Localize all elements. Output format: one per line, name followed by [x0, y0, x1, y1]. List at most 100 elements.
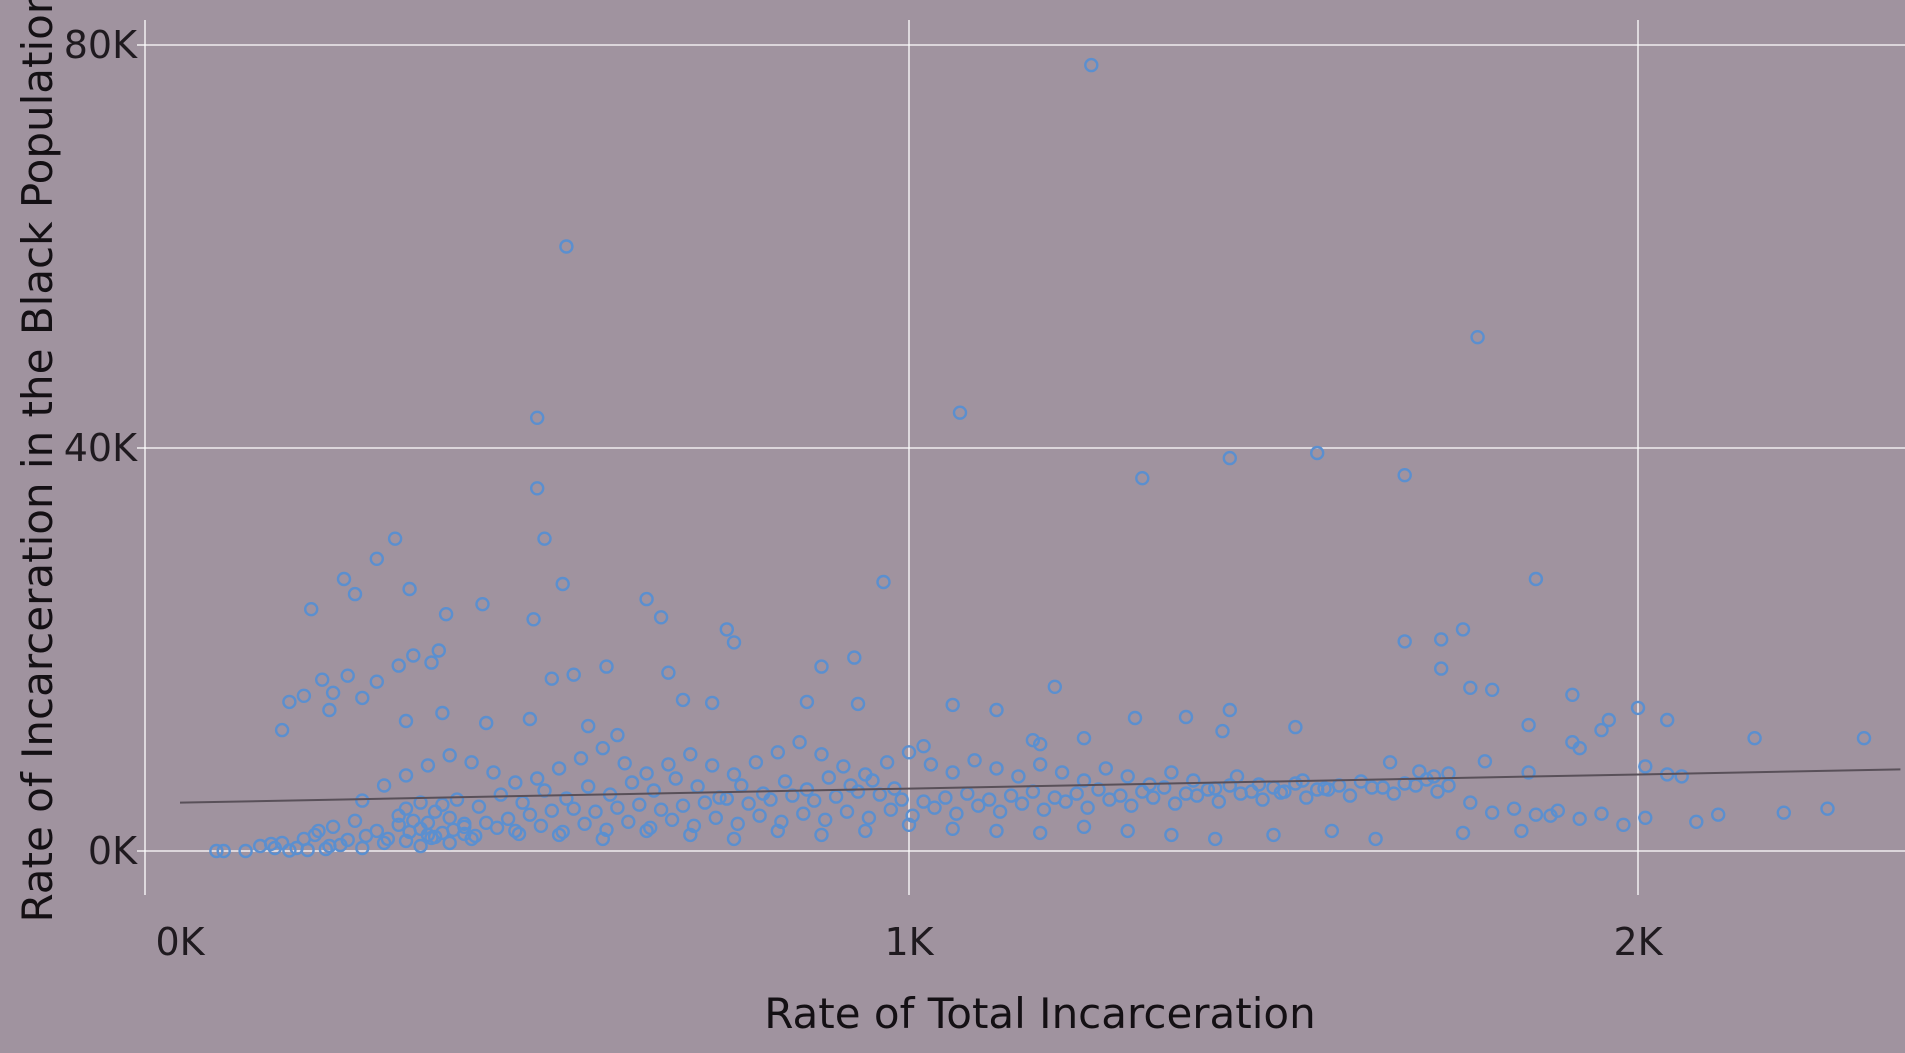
scatter-point	[1309, 445, 1325, 461]
scatter-point	[879, 755, 895, 770]
scatter-point	[1521, 717, 1536, 733]
scatter-point	[435, 797, 450, 812]
scatter-point	[923, 757, 939, 772]
scatter-point	[457, 826, 472, 842]
scatter-point	[1080, 800, 1095, 815]
scatter-point	[872, 787, 887, 802]
scatter-point	[883, 802, 898, 817]
scatter-point	[639, 766, 654, 781]
scatter-point	[406, 648, 421, 663]
scatter-point	[1120, 823, 1135, 839]
scatter-point	[1689, 814, 1704, 829]
scatter-point	[1098, 761, 1114, 776]
scatter-point	[526, 612, 541, 627]
x-tick-label: 2K	[1613, 920, 1663, 964]
scatter-point	[376, 778, 392, 793]
scatter-point	[989, 702, 1004, 718]
scatter-point	[756, 786, 771, 801]
scatter-point	[1572, 741, 1587, 756]
scatter-point	[1397, 468, 1412, 483]
scatter-point	[807, 793, 822, 808]
scatter-point	[632, 797, 647, 812]
scatter-point	[796, 806, 811, 821]
scatter-point	[1514, 823, 1529, 839]
scatter-point	[307, 827, 323, 843]
scatter-point	[573, 751, 589, 766]
scatter-point	[639, 823, 654, 839]
scatter-point	[489, 820, 505, 835]
scatter-point	[355, 690, 370, 706]
scatter-point	[304, 602, 319, 617]
scatter-point	[1484, 682, 1500, 697]
scatter-point	[486, 765, 501, 780]
scatter-point	[945, 765, 960, 780]
scatter-point	[322, 702, 337, 718]
scatter-point	[530, 771, 545, 786]
scatter-point	[479, 715, 494, 731]
scatter-point	[427, 804, 443, 819]
scatter-point	[1222, 450, 1238, 466]
scatter-point	[828, 789, 844, 804]
scatter-point	[1484, 805, 1500, 820]
scatter-point	[927, 800, 942, 815]
scatter-point	[427, 829, 443, 845]
scatter-point	[1317, 781, 1332, 796]
scatter-point	[1076, 773, 1092, 788]
scatter-point	[734, 778, 749, 793]
scatter-point	[1058, 794, 1073, 809]
scatter-point	[1032, 757, 1048, 772]
scatter-point	[1594, 806, 1609, 821]
scatter-point	[1222, 702, 1238, 718]
scatter-point	[457, 816, 472, 831]
scatter-point	[449, 792, 465, 807]
scatter-point	[1630, 700, 1646, 716]
scatter-point	[1433, 661, 1449, 676]
scatter-point	[1674, 769, 1689, 784]
scatter-point	[730, 816, 745, 831]
scatter-point	[643, 820, 658, 835]
scatter-point	[1135, 784, 1150, 799]
scatter-point	[726, 635, 742, 650]
scatter-point	[318, 841, 333, 857]
scatter-point	[861, 810, 877, 825]
scatter-point	[508, 823, 523, 839]
scatter-point	[850, 696, 866, 712]
scatter-point	[358, 828, 374, 844]
scatter-point	[741, 796, 756, 811]
scatter-point	[1463, 795, 1478, 810]
scatter-point	[347, 586, 363, 602]
scatter-point	[522, 807, 538, 822]
scatter-point	[661, 665, 676, 680]
scatter-point	[1528, 807, 1544, 822]
scatter-point	[1776, 805, 1792, 820]
scatter-point	[1455, 622, 1471, 637]
scatter-point	[792, 735, 807, 750]
scatter-point	[442, 748, 457, 763]
scatter-point	[1167, 796, 1183, 811]
scatter-point	[945, 821, 960, 836]
scatter-point	[442, 810, 457, 825]
scatter-point	[599, 659, 614, 674]
points-layer	[209, 57, 1872, 859]
scatter-point	[876, 574, 891, 590]
scatter-point	[282, 694, 297, 710]
scatter-point	[391, 817, 406, 832]
scatter-point	[595, 741, 610, 756]
scatter-point	[748, 755, 764, 770]
scatter-point	[475, 597, 490, 612]
scatter-point	[1032, 825, 1048, 841]
scatter-point	[653, 610, 669, 625]
scatter-point	[1594, 722, 1609, 738]
scatter-point	[599, 822, 614, 837]
scatter-point	[847, 650, 862, 665]
scatter-point	[916, 739, 931, 754]
scatter-point	[1207, 781, 1223, 796]
scatter-point	[376, 835, 392, 851]
scatter-point	[1412, 764, 1427, 779]
scatter-point	[1054, 765, 1070, 780]
scatter-point	[992, 804, 1008, 819]
scatter-point	[818, 812, 833, 827]
scatter-point	[274, 722, 290, 738]
scatter-point	[1215, 723, 1230, 739]
